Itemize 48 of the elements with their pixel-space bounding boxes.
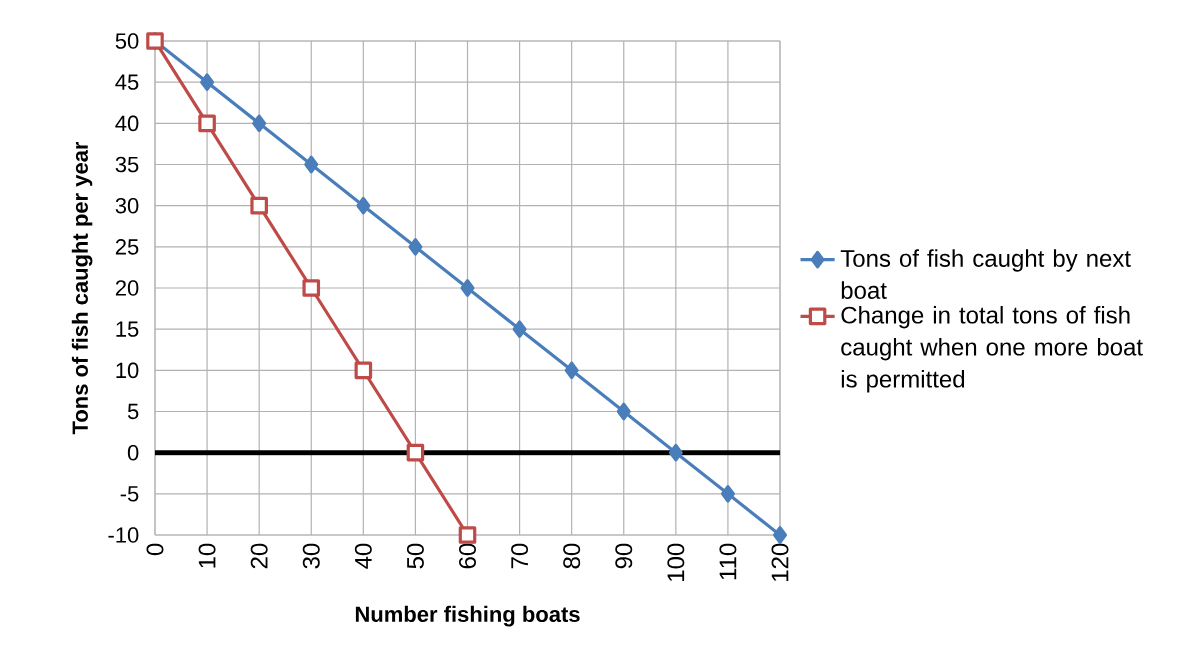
point [356,196,371,215]
y-tick-label: 50 [115,33,139,49]
y-tick-label: 20 [115,280,139,296]
point [773,526,787,544]
point [720,485,735,503]
point [668,443,683,462]
x-tick-label: 80 [563,543,581,569]
point [354,361,373,380]
point [200,73,215,91]
point [458,526,477,544]
point [408,238,423,256]
y-tick-label: 10 [116,362,139,379]
point [460,279,475,297]
y-tick-label: 15 [116,321,139,337]
point [564,361,579,380]
point [302,279,321,297]
point [250,196,268,215]
point [512,320,527,338]
x-tick-label: 0 [146,543,164,556]
x-tick-label: 40 [354,543,372,569]
point [406,443,425,462]
y-tick-label: 45 [115,74,139,90]
legend-label: Change in total tons of fish caught when one more boat is permitted [841,306,1143,393]
legend-label: Tons of fish caught by next boat [840,249,1131,299]
x-axis-title: Number fishing boats [355,605,580,627]
y-tick-label: 40 [115,115,139,132]
x-tick-label: 60 [459,543,476,569]
y-tick-label: -5 [120,486,139,502]
x-tick-label: 30 [302,543,320,569]
x-tick-label: 110 [719,543,737,580]
y-axis-title: Tons of fish caught per year [71,141,93,435]
y-tick-label: 25 [115,239,139,255]
x-tick-label: 50 [406,543,424,569]
point [252,114,267,133]
x-tick-label: 90 [615,543,633,569]
y-tick-label: -10 [108,527,139,543]
point [616,402,631,421]
y-tick-label: 30 [115,197,139,214]
y-tick-label: 5 [127,403,139,420]
x-tick-label: 100 [667,543,685,581]
x-tick-label: 20 [250,543,268,569]
y-tick-label: 35 [115,156,139,173]
x-tick-label: 70 [511,543,529,569]
y-tick-label: 0 [127,444,139,461]
point [198,114,216,133]
x-tick-label: 10 [198,543,216,568]
x-tick-label: 120 [771,543,789,581]
point [304,155,319,174]
